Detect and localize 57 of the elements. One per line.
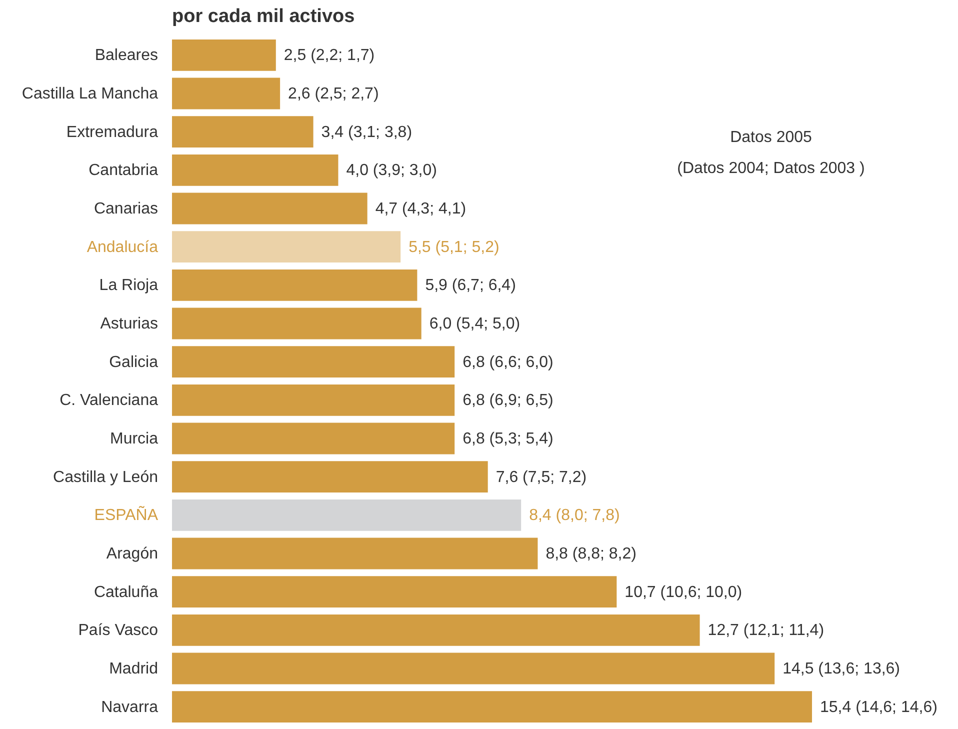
- data-label: 2,6 (2,5; 2,7): [288, 86, 379, 102]
- bar: [172, 614, 700, 646]
- bar: [172, 538, 538, 570]
- data-label: 8,8 (8,8; 8,2): [546, 546, 636, 562]
- bar: [172, 192, 368, 224]
- y-tick-label: Murcia: [110, 430, 158, 448]
- bar: [172, 231, 401, 263]
- data-label: 6,8 (5,3; 5,4): [462, 430, 554, 448]
- y-tick-label: Asturias: [100, 316, 158, 332]
- y-tick-label: Navarra: [101, 698, 158, 716]
- data-label: 6,8 (6,6; 6,0): [462, 354, 554, 371]
- data-label: 8,4 (8,0; 7,8): [529, 507, 620, 524]
- data-label: 3,4 (3,1; 3,8): [321, 124, 412, 141]
- data-label: 4,0 (3,9; 3,0): [346, 162, 437, 180]
- bar: [172, 308, 422, 340]
- bar: [172, 691, 812, 723]
- y-tick-label: La Rioja: [99, 277, 158, 294]
- y-tick-label: Cantabria: [88, 162, 158, 180]
- bar: [172, 154, 338, 186]
- data-label: 5,9 (6,7; 6,4): [425, 277, 516, 294]
- data-label: 6,8 (6,9; 6,5): [462, 392, 554, 410]
- bar: [172, 422, 455, 454]
- annotation: (Datos 2004; Datos 2003 ): [677, 160, 865, 177]
- bar: [172, 346, 455, 378]
- bar: [172, 461, 488, 493]
- bar: [172, 78, 280, 110]
- y-tick-label: Baleares: [94, 47, 158, 64]
- data-label: 2,5 (2,2; 1,7): [284, 47, 375, 64]
- y-tick-label: País Vasco: [78, 622, 158, 640]
- bar: [172, 39, 276, 71]
- annotation: Datos 2005: [730, 129, 812, 146]
- bar: [172, 384, 455, 416]
- data-label: 15,4 (14,6; 14,6): [820, 698, 938, 716]
- data-label: 5,5 (5,1; 5,2): [408, 238, 500, 256]
- y-tick-label: Cataluña: [94, 584, 158, 601]
- data-label: 7,6 (7,5; 7,2): [496, 468, 587, 486]
- data-label: 14,5 (13,6; 13,6): [782, 660, 900, 678]
- bar: [172, 499, 522, 531]
- y-tick-label: Madrid: [109, 660, 158, 678]
- bar: [172, 269, 418, 301]
- chart-title: por cada mil activos: [172, 6, 355, 27]
- y-tick-label: Castilla La Mancha: [22, 86, 158, 102]
- bar: [172, 652, 775, 684]
- data-label: 4,7 (4,3; 4,1): [375, 200, 466, 218]
- y-tick-label: Canarias: [94, 200, 158, 218]
- data-label: 12,7 (12,1; 11,4): [708, 622, 824, 640]
- data-label: 6,0 (5,4; 5,0): [429, 316, 520, 332]
- y-tick-label: Galicia: [109, 354, 158, 371]
- bar: [172, 576, 617, 608]
- y-tick-label: Aragón: [106, 546, 158, 562]
- y-tick-label: Castilla y León: [53, 468, 158, 486]
- y-tick-label: C. Valenciana: [60, 392, 158, 410]
- y-tick-label: Extremadura: [66, 124, 158, 141]
- bar: [172, 116, 314, 148]
- y-tick-label: ESPAÑA: [94, 505, 158, 524]
- y-tick-label: Andalucía: [86, 238, 158, 256]
- data-label: 10,7 (10,6; 10,0): [624, 584, 742, 601]
